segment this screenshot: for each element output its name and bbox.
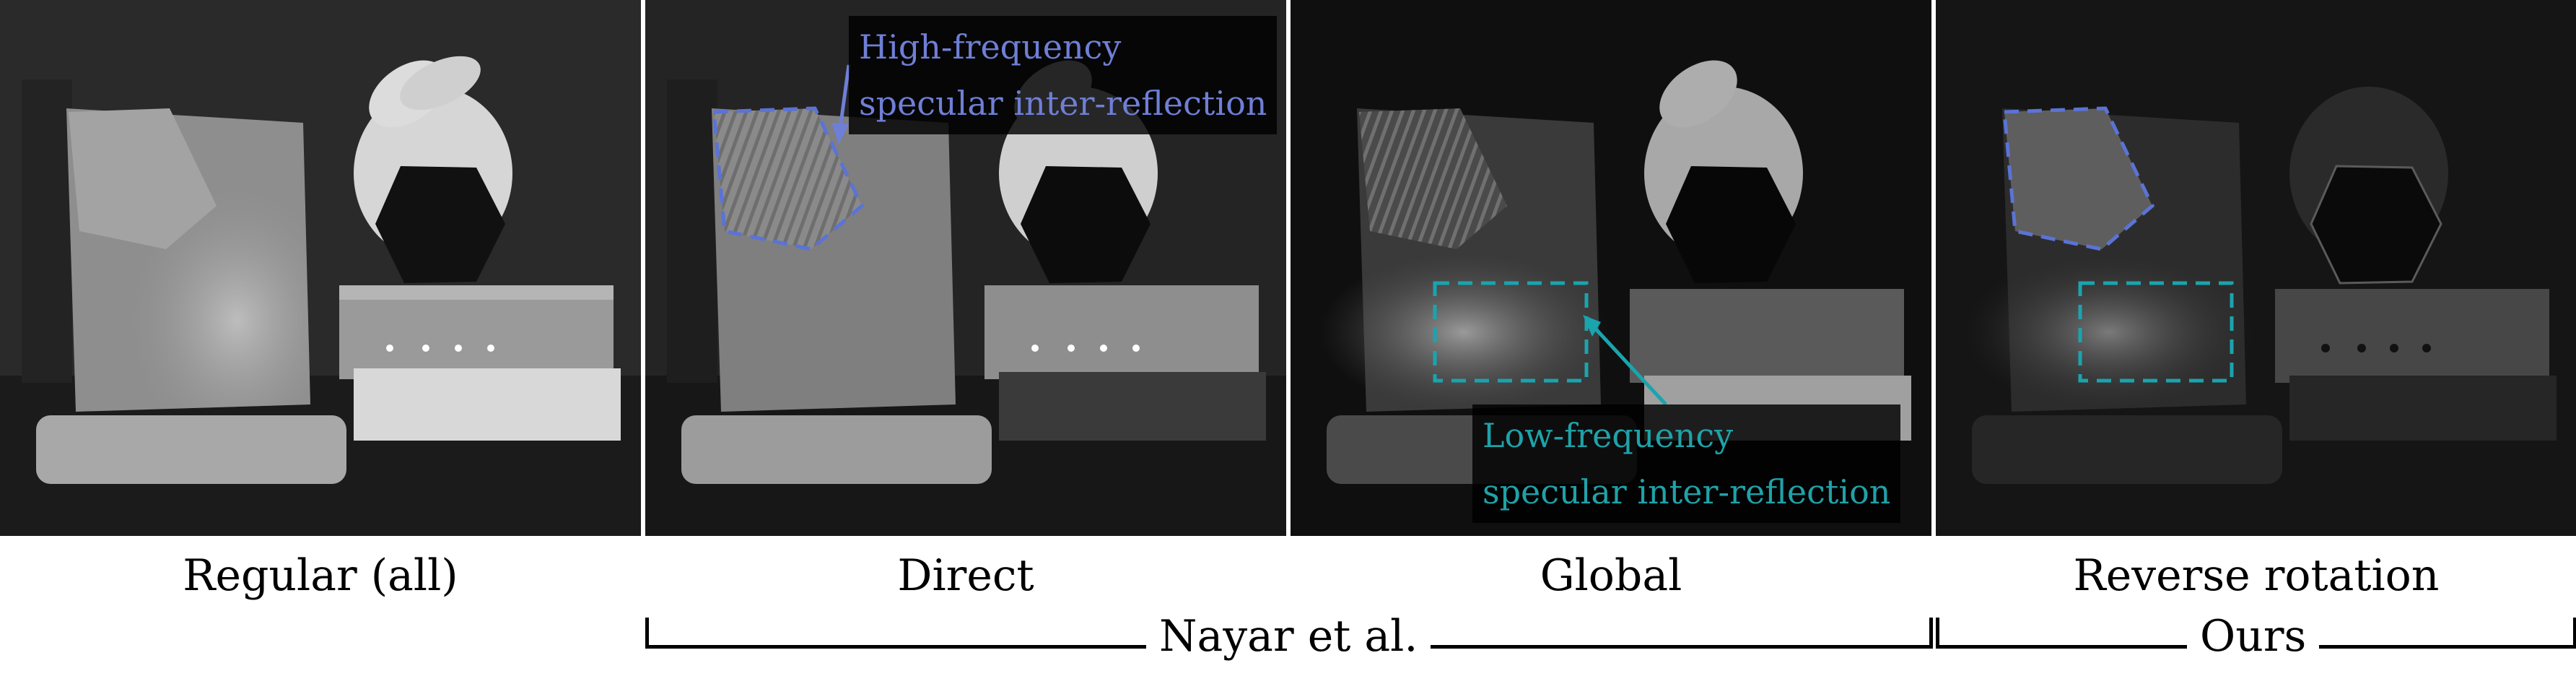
high-frequency-highlight-box [712,106,865,251]
panel-reverse-rotation [1936,0,2576,536]
high-frequency-annotation: High-frequency specular inter-reflection [849,16,1278,134]
reverse-low-frequency-box [2078,281,2234,383]
photo-reverse-rotation [1936,0,2576,536]
high-frequency-line1: High-frequency [859,27,1122,66]
panel-regular [0,0,641,536]
nayar-label: Nayar et al. [1146,611,1431,662]
caption-global: Global [1540,550,1682,601]
low-frequency-line2: specular inter-reflection [1483,472,1891,511]
low-frequency-line1: Low-frequency [1483,416,1734,455]
low-frequency-annotation: Low-frequency specular inter-reflection [1472,404,1901,523]
ours-label: Ours [2187,611,2320,662]
reverse-high-frequency-box [2002,106,2155,251]
photo-regular [0,0,641,536]
caption-reverse-rotation: Reverse rotation [2073,550,2440,601]
caption-regular: Regular (all) [183,550,458,601]
high-frequency-line2: specular inter-reflection [859,84,1267,123]
low-frequency-highlight-box [1433,281,1589,383]
panel-global: Low-frequency specular inter-reflection [1291,0,1931,536]
caption-direct: Direct [897,550,1034,601]
panel-direct: High-frequency specular inter-reflection [645,0,1286,536]
